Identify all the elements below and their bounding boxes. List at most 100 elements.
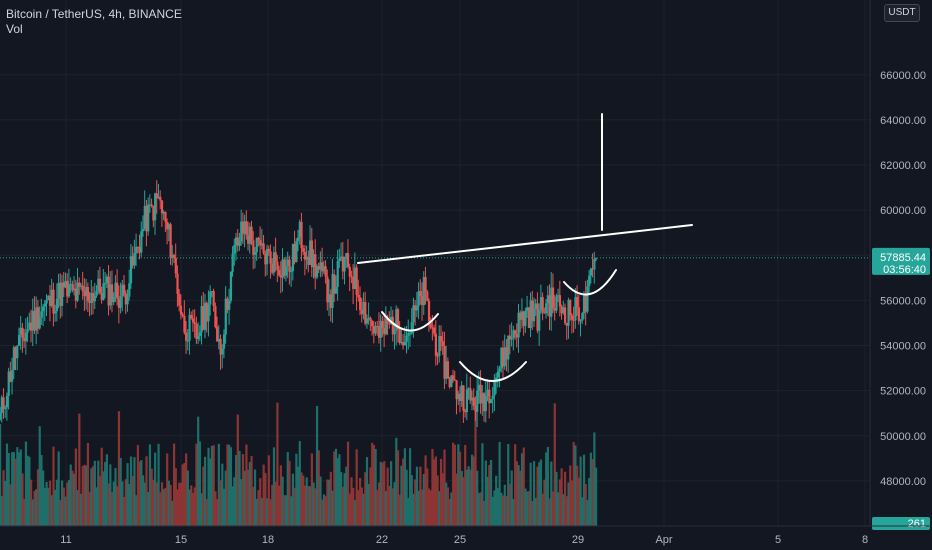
candle-body [288,259,291,272]
candle-body [295,241,298,263]
volume-bar [117,411,121,526]
volume-bar [458,451,462,526]
volume-bar [491,496,494,526]
volume-bar [4,480,7,526]
candle-body [167,224,171,230]
candle-body [21,327,24,338]
candle-body [450,375,453,387]
candle-body [438,336,441,356]
candle-body [526,307,529,312]
price-tick-label: 64000.00 [880,115,926,127]
candle-body [157,196,160,199]
volume-bar [33,490,36,526]
volume-bar [443,449,446,526]
drawings[interactable] [357,113,693,382]
volume-bar [545,452,548,526]
candle-body [152,205,155,221]
price-tick-label: 66000.00 [880,70,926,82]
candle-body [465,389,469,413]
candle-body [248,226,251,244]
candle-body [481,393,484,404]
price-tick-label: 48000.00 [880,476,926,488]
currency-button[interactable]: USDT [884,4,920,22]
volume-bar [550,461,553,526]
volume-bar [500,492,503,526]
candle-body [54,311,57,314]
volume-bar [124,479,127,526]
volume-bar [433,459,436,526]
volume-bar [212,445,215,526]
volume-bar [152,479,155,526]
volume-bar [377,482,381,526]
candle-body [226,298,229,310]
candle-body [422,277,425,306]
volume-bar [520,453,524,526]
candle-body [228,300,231,310]
volume-bar [135,495,138,526]
symbol-title[interactable]: Bitcoin / TetherUS, 4h, BINANCE [6,7,182,21]
candle-body [328,294,331,303]
candle-body [374,325,377,334]
volume-bar [483,500,486,526]
candle-body [310,240,313,268]
volume-bar [315,405,319,526]
candle-body [520,311,524,320]
volume-bar [360,487,363,526]
candle-body [581,313,584,321]
volume-bar [17,452,21,526]
candle-body [233,244,236,254]
volume-bar [191,492,195,526]
volume-bar [371,442,374,526]
candle-body [181,314,184,316]
volume-bar [364,472,367,526]
candle-body [352,276,355,290]
candle-body [472,397,475,406]
volume-bar [336,458,339,526]
volume-bar [328,479,331,526]
volume-bar [532,461,536,526]
volume-bar [426,468,429,526]
candle-body [245,221,248,235]
volume-bar [355,449,358,526]
volume-bar [514,444,517,526]
volume-bar [128,483,131,526]
candle-body [112,297,115,303]
candle-body [555,296,558,311]
candle-body [476,390,479,412]
volume-bar [66,482,69,526]
candle-body [329,294,332,308]
candle-body [52,289,55,314]
volume-bar [479,492,482,526]
candle-body [558,295,562,307]
volume-bar [345,466,348,526]
candle-body [135,246,138,254]
candle-body [553,307,556,311]
candle-body [338,258,341,262]
candle-body [260,243,264,246]
candle-body [176,273,179,294]
volume-bar [76,490,79,526]
candle-body [331,274,334,308]
volume-bar [495,475,498,526]
volume-bar [207,447,210,526]
candle-body [369,317,372,321]
volume-bar [55,479,59,526]
time-axis[interactable]: 11 15 18 22 25 29 Apr 5 8 [0,525,932,546]
volume-bar [274,481,277,526]
volume-bar [524,488,527,526]
volume-bar [510,470,513,526]
price-tick-label: 60000.00 [880,205,926,217]
volume-bar [467,466,470,526]
volume-bar [86,442,90,526]
candle-body [129,256,133,284]
candle-body [219,338,222,355]
volume-bar [551,491,555,526]
volume-bar [374,448,377,526]
volume-bar [279,465,282,526]
price-axis[interactable]: 46000.0048000.0050000.0052000.0054000.00… [869,0,930,533]
candle-body [166,221,169,230]
candle-body [367,317,370,319]
volume-bar [104,461,107,526]
volume-bar [560,468,563,526]
